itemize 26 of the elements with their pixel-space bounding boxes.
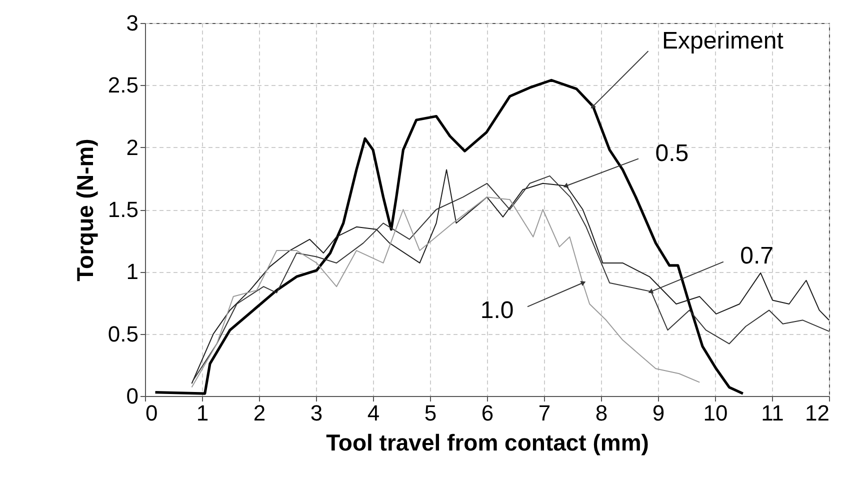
x-tick-label: 2 (253, 400, 266, 426)
x-tick-label: 11 (761, 400, 784, 426)
y-tick-label: 2.5 (108, 72, 138, 98)
x-tick-label: 10 (703, 400, 728, 426)
text: Experiment (662, 27, 784, 54)
x-tick-label: 4 (367, 400, 380, 426)
x-axis-title: Tool travel from contact (mm) (326, 430, 649, 456)
legend-label: 1.0 (480, 296, 514, 324)
y-tick-label: 3 (126, 10, 138, 36)
x-tick-label: 8 (595, 400, 608, 426)
x-tick-label: 3 (310, 400, 323, 426)
y-tick-label: 2 (126, 134, 138, 160)
x-tick-label: 6 (481, 400, 494, 426)
x-tick-label: 7 (538, 400, 551, 426)
x-tick-label: 1 (196, 400, 209, 426)
y-axis-title: Torque (N-m) (72, 138, 98, 282)
text: 0.5 (655, 140, 689, 167)
y-tick-label: 1 (126, 259, 138, 284)
y-tick-label: 1.5 (108, 197, 138, 222)
y-tick-label: 0.5 (108, 321, 138, 346)
y-tick-label: 0 (126, 384, 138, 408)
x-tick-label: 0 (146, 400, 158, 426)
x-tick-label: 5 (424, 400, 437, 426)
series-label: 0.7 (740, 242, 774, 270)
x-tick-label: 12 (805, 400, 830, 426)
x-tick-label: 9 (652, 400, 665, 426)
